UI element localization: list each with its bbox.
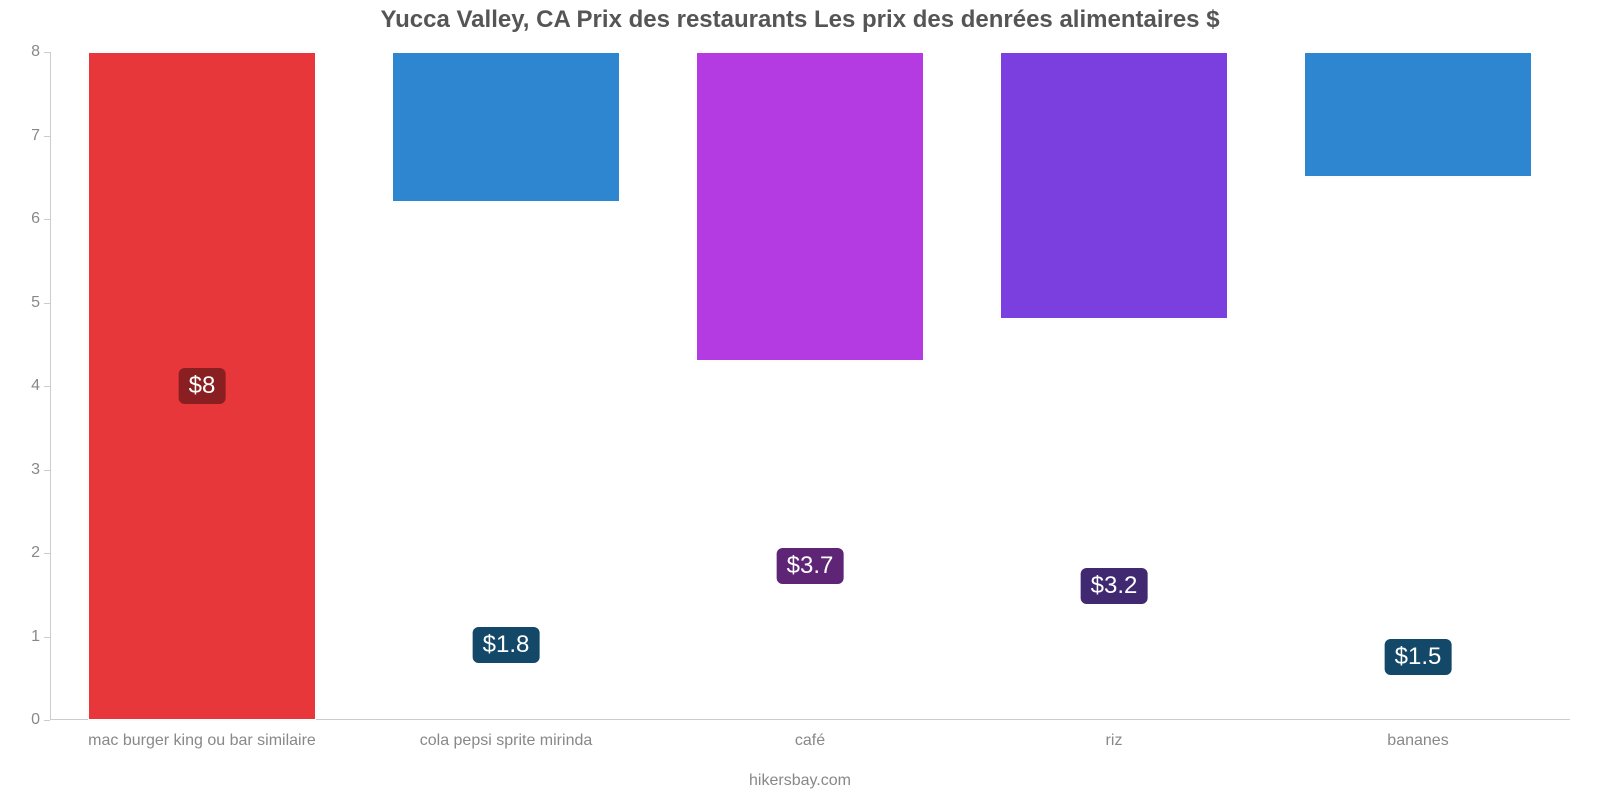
bar-value-label: $1.8 — [473, 627, 540, 663]
x-axis-label: mac burger king ou bar similaire — [88, 720, 316, 750]
bars-container: $8mac burger king ou bar similaire$1.8co… — [50, 52, 1570, 720]
chart-title: Yucca Valley, CA Prix des restaurants Le… — [0, 0, 1600, 34]
y-tick-label: 6 — [31, 210, 50, 228]
bar-value-wrap: $1.5 — [1385, 639, 1452, 675]
plot-area: $8mac burger king ou bar similaire$1.8co… — [50, 52, 1570, 720]
y-tick-label: 1 — [31, 628, 50, 646]
bar-value-wrap: $3.7 — [777, 548, 844, 584]
y-tick-label: 0 — [31, 711, 50, 729]
bar-slot: $1.8cola pepsi sprite mirinda — [354, 52, 658, 720]
bar-slot: $1.5bananes — [1266, 52, 1570, 720]
bar — [696, 52, 924, 361]
y-tick-label: 8 — [31, 43, 50, 61]
bar-slot: $3.7café — [658, 52, 962, 720]
bar-value-wrap: $8 — [179, 368, 226, 404]
bar-value-wrap: $1.8 — [473, 627, 540, 663]
y-tick-label: 2 — [31, 544, 50, 562]
bar-slot: $3.2riz — [962, 52, 1266, 720]
x-axis-label: bananes — [1387, 720, 1448, 750]
y-tick-label: 3 — [31, 461, 50, 479]
bar-value-label: $1.5 — [1385, 639, 1452, 675]
x-axis-label: riz — [1106, 720, 1123, 750]
bar-slot: $8mac burger king ou bar similaire — [50, 52, 354, 720]
bar-value-label: $3.7 — [777, 548, 844, 584]
bar — [1000, 52, 1228, 319]
y-tick-label: 5 — [31, 294, 50, 312]
y-tick-label: 7 — [31, 127, 50, 145]
y-tick-label: 4 — [31, 377, 50, 395]
chart-footer: hikersbay.com — [0, 772, 1600, 790]
bar-value-wrap: $3.2 — [1081, 568, 1148, 604]
bar-value-label: $8 — [179, 368, 226, 404]
x-axis-label: cola pepsi sprite mirinda — [420, 720, 593, 750]
x-axis-label: café — [795, 720, 825, 750]
bar — [1304, 52, 1532, 177]
bar-value-label: $3.2 — [1081, 568, 1148, 604]
bar — [392, 52, 620, 202]
